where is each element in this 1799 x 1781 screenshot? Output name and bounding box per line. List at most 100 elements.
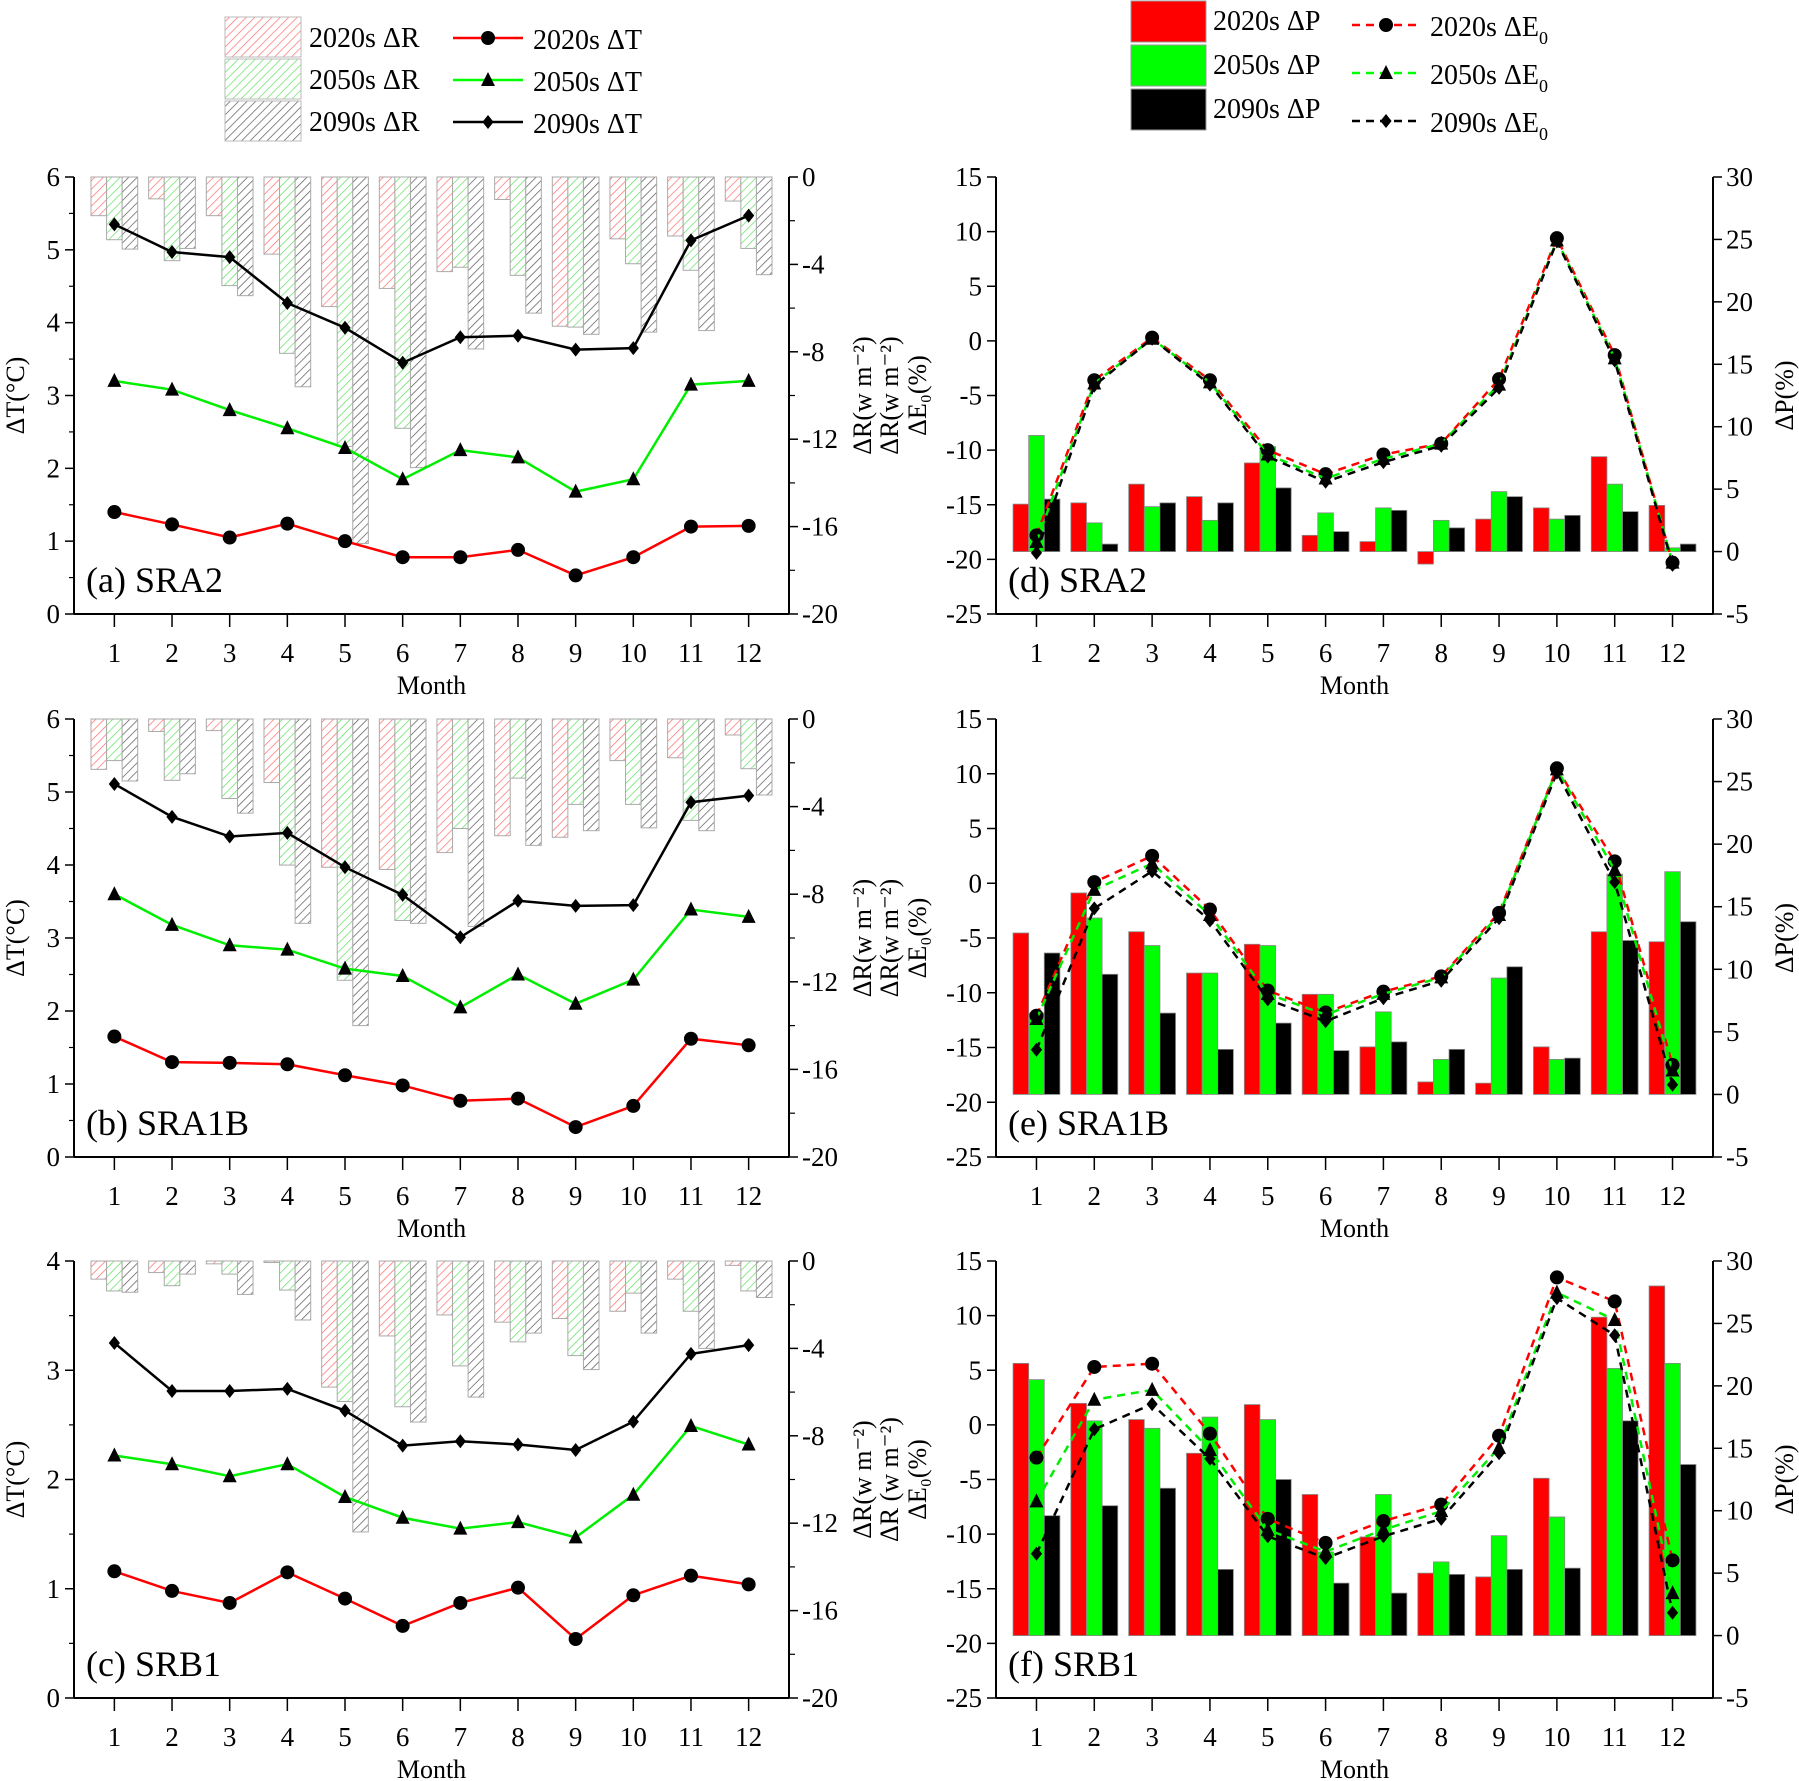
- y-tick-label-right: 0: [1726, 537, 1740, 567]
- bar: [567, 718, 584, 805]
- data-point-triangle: [280, 1456, 295, 1471]
- bar: [1217, 1048, 1234, 1095]
- bar: [1417, 1572, 1434, 1636]
- data-point-circle: [165, 1055, 180, 1070]
- legend-marker-circle: [481, 31, 495, 45]
- y-tick-label-right: -12: [802, 424, 838, 454]
- bar: [321, 1260, 338, 1388]
- bar: [467, 718, 485, 927]
- data-point-triangle: [510, 966, 525, 981]
- series-line: [113, 1035, 749, 1129]
- y-tick-label-left: 3: [47, 381, 61, 411]
- y-tick-label-right: 30: [1726, 704, 1753, 734]
- bar: [1417, 551, 1434, 565]
- legend-label: 2050s ΔR: [309, 65, 420, 96]
- bar: [1548, 1516, 1566, 1636]
- y-tick-label-left: 3: [47, 1355, 61, 1385]
- legend-right: 2020s ΔP 2050s ΔP 2090s ΔP 2020s ΔE0 2050s Δ…: [1130, 0, 1548, 144]
- x-tick-label: 2: [165, 1181, 179, 1211]
- x-tick-label: 10: [1543, 638, 1570, 668]
- data-point-triangle: [165, 381, 180, 396]
- bar: [1217, 502, 1234, 552]
- data-point-diamond: [1319, 1014, 1332, 1029]
- y-tick-label-right: -4: [802, 792, 825, 822]
- data-point-triangle: [395, 471, 410, 486]
- data-point-circle: [165, 517, 180, 532]
- data-point-circle: [568, 1632, 583, 1647]
- y-tick-label-left: -25: [946, 1142, 982, 1172]
- data-point-diamond: [166, 245, 178, 260]
- x-tick-label: 3: [1145, 638, 1159, 668]
- bar: [467, 176, 485, 350]
- legend-swatch-bar: [1130, 88, 1207, 131]
- data-point-diamond: [1204, 913, 1216, 928]
- data-point-circle: [107, 1029, 122, 1044]
- legend-label: 2050s ΔT: [533, 67, 642, 98]
- bar: [667, 1260, 684, 1280]
- bar: [236, 718, 254, 814]
- bar: [740, 718, 757, 770]
- bar: [1548, 518, 1566, 552]
- bar: [1448, 1573, 1466, 1636]
- bar: [221, 1260, 238, 1275]
- bar: [336, 176, 354, 447]
- bar: [1433, 1561, 1450, 1636]
- series-line: [114, 379, 749, 493]
- y-tick-label-right: -20: [802, 599, 838, 629]
- x-tick-label: 4: [281, 638, 295, 668]
- x-tick-label: 9: [569, 1181, 583, 1211]
- legends: 2020s ΔR 2050s ΔR 2090s ΔR 2020s ΔT 2050s ΔT…: [224, 0, 1548, 144]
- data-point-diamond: [743, 1338, 755, 1353]
- data-point-triangle: [1318, 1006, 1333, 1021]
- data-point-circle: [510, 1091, 525, 1106]
- bar: [336, 1260, 354, 1402]
- data-point-triangle: [107, 886, 122, 901]
- bar: [1359, 1046, 1377, 1095]
- y-tick-label-left: -5: [960, 381, 983, 411]
- data-point-diamond: [685, 233, 697, 248]
- data-point-circle: [568, 1120, 583, 1135]
- line-series-0: [107, 505, 756, 583]
- data-point-diamond: [1146, 331, 1158, 346]
- bar: [279, 718, 296, 866]
- legend-marker-diamond: [482, 115, 494, 129]
- data-point-triangle: [165, 1456, 180, 1471]
- x-tick-label: 11: [1602, 1181, 1628, 1211]
- data-point-triangle: [1376, 1521, 1391, 1536]
- x-tick-label: 7: [454, 638, 468, 668]
- data-point-triangle: [568, 995, 583, 1010]
- data-point-circle: [395, 550, 410, 565]
- y-tick-label-right: -12: [802, 1508, 838, 1538]
- bar: [551, 718, 569, 838]
- bar: [352, 1260, 369, 1533]
- bar: [1012, 503, 1030, 552]
- bar: [1086, 1420, 1103, 1636]
- line-series-1: [107, 372, 756, 498]
- bar: [1679, 921, 1697, 1095]
- bar: [1475, 1576, 1492, 1636]
- data-point-circle: [1665, 1553, 1680, 1568]
- bar: [667, 176, 684, 237]
- data-point-circle: [222, 1055, 237, 1070]
- y-axis-label-left-line2: ΔE₀(%): [903, 355, 932, 436]
- x-tick-label: 8: [511, 1722, 525, 1752]
- bar: [336, 718, 354, 981]
- bar-series-2: [121, 176, 773, 544]
- bar: [378, 176, 396, 289]
- bar: [121, 1260, 139, 1293]
- x-tick-label: 10: [620, 1181, 647, 1211]
- series-line: [113, 1570, 749, 1641]
- data-point-diamond: [1666, 1605, 1679, 1620]
- bar: [1375, 507, 1392, 552]
- data-point-triangle: [1665, 1062, 1680, 1077]
- legend-label: 2090s ΔP: [1213, 94, 1320, 125]
- series-line: [113, 214, 750, 365]
- line-series-2: [1030, 765, 1679, 1092]
- bar: [121, 718, 139, 782]
- y-tick-label-right: -4: [802, 1333, 825, 1363]
- data-point-diamond: [1262, 1529, 1274, 1544]
- y-tick-label-left: 5: [969, 271, 983, 301]
- bar: [1506, 1568, 1523, 1636]
